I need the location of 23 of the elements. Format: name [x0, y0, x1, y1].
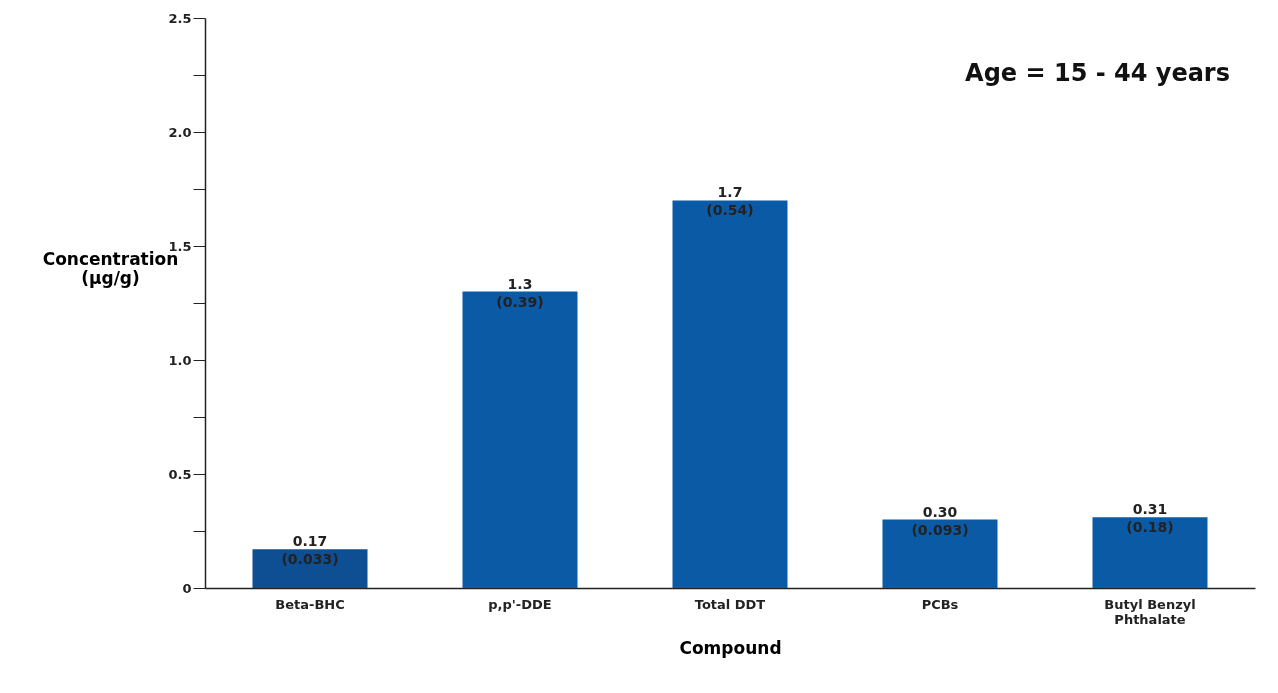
x-tick-label: Beta-BHC: [275, 596, 345, 612]
y-tick-label: 1.5: [168, 238, 192, 254]
annotation: Age = 15 - 44 years: [965, 59, 1230, 87]
bar: [882, 519, 998, 588]
x-tick-label: Total DDT: [694, 596, 766, 612]
data-label: 1.7 (0.54): [706, 184, 754, 219]
data-label: 0.17 (0.033): [281, 533, 339, 568]
x-tick-label: p,p'-DDE: [488, 596, 552, 612]
data-label: 0.31 (0.18): [1126, 501, 1174, 536]
y-tick-label: 0: [182, 580, 192, 596]
y-tick-label: 2.5: [168, 10, 192, 26]
x-tick-label: PCBs: [921, 596, 959, 612]
bar: [672, 200, 788, 588]
x-tick-label: Butyl Benzyl Phthalate: [1104, 596, 1196, 627]
y-tick-label: 0.5: [168, 466, 192, 482]
x-axis-title: Compound: [679, 637, 782, 658]
data-label: 0.30 (0.093): [911, 503, 969, 538]
y-tick-label: 1.0: [168, 352, 192, 368]
data-label: 1.3 (0.39): [496, 275, 544, 310]
bar: [252, 549, 368, 588]
bar: [1092, 517, 1208, 588]
bar: [462, 291, 578, 588]
y-tick-label: 2.0: [168, 124, 192, 140]
